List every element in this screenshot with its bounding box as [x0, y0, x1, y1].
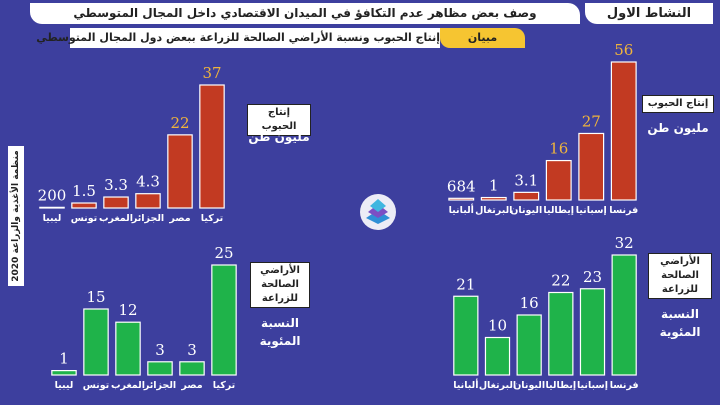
value-label: 22 [170, 114, 189, 132]
category-label: البرتغال [479, 380, 516, 391]
value-label: 56 [614, 41, 633, 59]
bar [516, 314, 542, 376]
series-label: الأراضي الصالحة للزراعة [648, 253, 712, 299]
value-label: 37 [202, 64, 221, 82]
bar [513, 191, 540, 201]
unit-label: النسبة المئوية [259, 316, 301, 348]
bar [448, 197, 475, 201]
series-label: إنتاج الحبوب [642, 95, 714, 113]
category-label: ألبانيا [453, 378, 478, 391]
category-label: المغرب [111, 380, 145, 391]
value-label: 15 [86, 288, 105, 306]
bar [578, 132, 605, 201]
category-label: مصر [168, 213, 190, 224]
value-label: 25 [214, 244, 233, 262]
value-label: 16 [520, 294, 539, 312]
category-label: ليبيا [43, 213, 62, 224]
bar [179, 361, 205, 376]
value-label: 10 [488, 317, 507, 335]
bar [548, 291, 574, 376]
category-label: إسبانيا [577, 380, 608, 391]
category-label: إسبانيا [576, 205, 607, 216]
bar [480, 196, 507, 201]
series-label: الأراضي الصالحة للزراعة [250, 262, 310, 308]
value-label: 27 [582, 112, 601, 130]
value-label: 684 [447, 177, 476, 195]
unit-label: النسبة المئوية [659, 307, 701, 339]
bar [579, 288, 606, 376]
category-label: إيطاليا [543, 205, 574, 216]
logo [360, 194, 396, 230]
value-label: 1 [489, 177, 499, 195]
value-label: 3.3 [104, 176, 128, 194]
category-label: ألبانيا [449, 203, 474, 216]
category-label: تونس [83, 380, 110, 391]
bar [39, 206, 65, 209]
category-label: الجزائر [131, 213, 164, 224]
category-label: ليبيا [55, 380, 74, 391]
value-label: 200 [38, 186, 67, 204]
series-label: إنتاج الحبوب [247, 104, 311, 136]
value-label: 23 [583, 268, 602, 286]
bar [610, 61, 637, 201]
category-label: تركيا [201, 213, 223, 224]
bar [611, 254, 637, 376]
value-label: 32 [615, 234, 634, 252]
unit-label: مليون طن [248, 130, 310, 144]
category-label: الجزائر [143, 380, 176, 391]
value-label: 22 [551, 272, 570, 290]
bar [484, 336, 511, 376]
unit-label: مليون طن [647, 121, 709, 135]
value-label: 3 [187, 341, 197, 359]
bar [115, 321, 141, 376]
category-label: اليونان [513, 380, 545, 391]
sub-title: إنتاج الحبوب ونسبة الأراضي الصالحة للزرا… [36, 28, 440, 48]
value-label: 1.5 [72, 182, 96, 200]
bar [199, 84, 225, 209]
bar [103, 196, 129, 209]
value-label: 1 [59, 350, 69, 368]
bar [167, 134, 193, 209]
category-label: اليونان [510, 205, 542, 216]
category-label: فرنسا [609, 205, 638, 216]
category-label: المغرب [99, 213, 133, 224]
value-label: 16 [549, 140, 568, 158]
bar [71, 202, 97, 209]
category-label: تونس [71, 213, 98, 224]
value-label: 21 [456, 275, 475, 293]
value-label: 3.1 [514, 171, 538, 189]
bar [83, 308, 109, 376]
bar [211, 264, 237, 376]
category-label: البرتغال [475, 205, 512, 216]
bar [51, 370, 77, 376]
main-title: وصف بعض مظاهر عدم التكافؤ في الميدان الا… [30, 3, 580, 24]
sub-tag: مبيان [440, 28, 525, 48]
activity-box: النشاط الاول [585, 3, 713, 24]
value-label: 12 [118, 301, 137, 319]
bar [147, 361, 173, 376]
category-label: إيطاليا [545, 380, 576, 391]
value-label: 4.3 [136, 173, 160, 191]
value-label: 3 [155, 341, 165, 359]
category-label: فرنسا [610, 380, 639, 391]
bar [545, 159, 572, 201]
bar [453, 295, 479, 376]
category-label: مصر [180, 380, 202, 391]
bar [135, 193, 161, 209]
category-label: تركيا [213, 380, 235, 391]
